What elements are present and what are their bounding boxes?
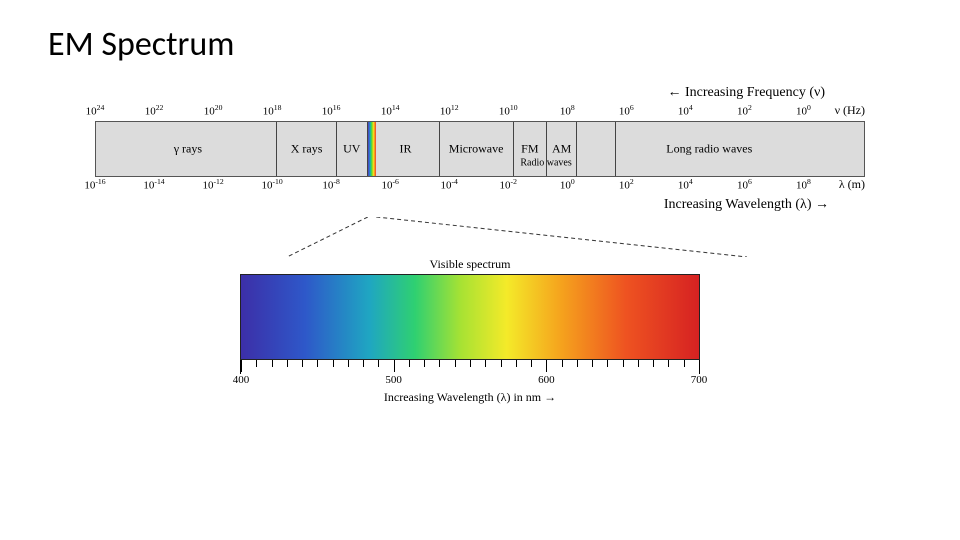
visible-title: Visible spectrum bbox=[240, 257, 700, 272]
vis-tick-minor bbox=[287, 360, 288, 367]
freq-tick: 1016 bbox=[322, 103, 341, 118]
freq-tick: 108 bbox=[560, 103, 575, 118]
wave-tick: 10-12 bbox=[202, 177, 223, 192]
wave-tick: 106 bbox=[737, 177, 752, 192]
vis-tick-minor bbox=[439, 360, 440, 367]
vis-tick-minor bbox=[302, 360, 303, 367]
wave-unit: λ (m) bbox=[839, 177, 865, 192]
visible-wavelength-scale: 400500600700 bbox=[240, 360, 700, 374]
vis-tick-major bbox=[241, 360, 242, 372]
page-title: EM Spectrum bbox=[48, 24, 912, 65]
wave-tick: 10-10 bbox=[261, 177, 282, 192]
vis-tick-major bbox=[394, 360, 395, 372]
radio-waves-sublabel: Radio waves bbox=[504, 157, 589, 168]
vis-tick-minor bbox=[562, 360, 563, 367]
wave-tick: 10-14 bbox=[143, 177, 164, 192]
wave-tick: 10-16 bbox=[84, 177, 105, 192]
freq-tick: 1024 bbox=[86, 103, 105, 118]
vis-tick-label: 500 bbox=[385, 374, 402, 386]
vis-tick-minor bbox=[256, 360, 257, 367]
freq-tick: 1014 bbox=[381, 103, 400, 118]
vis-tick-minor bbox=[272, 360, 273, 367]
vis-tick-minor bbox=[592, 360, 593, 367]
band-region-label: Long radio waves bbox=[616, 142, 803, 157]
wave-tick: 10-6 bbox=[381, 177, 398, 192]
callout-lines bbox=[95, 217, 865, 257]
wave-tick: 10-8 bbox=[322, 177, 339, 192]
wave-arrow-label: Increasing Wavelength (λ) → bbox=[95, 197, 865, 213]
freq-unit: ν (Hz) bbox=[835, 103, 865, 118]
freq-tick: 106 bbox=[619, 103, 634, 118]
visible-sliver bbox=[368, 122, 376, 176]
freq-tick: 1020 bbox=[204, 103, 223, 118]
vis-tick-minor bbox=[684, 360, 685, 367]
vis-tick-minor bbox=[424, 360, 425, 367]
vis-tick-minor bbox=[638, 360, 639, 367]
freq-arrow-label: ← Increasing Frequency (ν) bbox=[95, 85, 865, 101]
vis-tick-minor bbox=[409, 360, 410, 367]
em-spectrum-block: ← Increasing Frequency (ν) ν (Hz) 102410… bbox=[95, 85, 865, 213]
freq-tick: 1018 bbox=[263, 103, 282, 118]
vis-tick-major bbox=[546, 360, 547, 372]
vis-tick-minor bbox=[363, 360, 364, 367]
vis-tick-minor bbox=[607, 360, 608, 367]
vis-tick-label: 600 bbox=[538, 374, 555, 386]
freq-tick: 1022 bbox=[145, 103, 164, 118]
wave-tick: 10-4 bbox=[440, 177, 457, 192]
wave-tick: 10-2 bbox=[500, 177, 517, 192]
vis-tick-minor bbox=[516, 360, 517, 367]
freq-tick: 1012 bbox=[440, 103, 459, 118]
vis-tick-minor bbox=[317, 360, 318, 367]
band-region-label: FM bbox=[513, 142, 546, 157]
vis-tick-minor bbox=[577, 360, 578, 367]
vis-tick-label: 700 bbox=[691, 374, 708, 386]
band-region-label: X rays bbox=[277, 142, 337, 157]
vis-tick-label: 400 bbox=[233, 374, 250, 386]
band-region-label: γ rays bbox=[98, 142, 278, 157]
visible-gradient-bar bbox=[240, 274, 700, 360]
freq-tick: 104 bbox=[678, 103, 693, 118]
band-region-label: UV bbox=[336, 142, 367, 157]
visible-spectrum-block: Visible spectrum 400500600700 Increasing… bbox=[240, 257, 700, 405]
vis-tick-minor bbox=[623, 360, 624, 367]
freq-tick: 1010 bbox=[499, 103, 518, 118]
band-region-label: Microwave bbox=[439, 142, 513, 157]
freq-tick: 102 bbox=[737, 103, 752, 118]
vis-tick-minor bbox=[455, 360, 456, 367]
band-region-label: AM bbox=[546, 142, 576, 157]
wave-tick: 100 bbox=[560, 177, 575, 192]
wavelength-scale: λ (m) 10-1610-1410-1210-1010-810-610-410… bbox=[95, 177, 865, 195]
visible-axis-label: Increasing Wavelength (λ) in nm → bbox=[240, 390, 700, 405]
vis-tick-minor bbox=[333, 360, 334, 367]
vis-tick-minor bbox=[501, 360, 502, 367]
vis-tick-minor bbox=[531, 360, 532, 367]
vis-tick-minor bbox=[378, 360, 379, 367]
wave-tick: 102 bbox=[619, 177, 634, 192]
wave-tick: 108 bbox=[796, 177, 811, 192]
vis-tick-minor bbox=[485, 360, 486, 367]
vis-tick-minor bbox=[348, 360, 349, 367]
vis-tick-major bbox=[699, 360, 700, 372]
spectrum-band-bar: γ raysX raysUV IRMicrowaveFMAM Long radio … bbox=[95, 121, 865, 177]
wave-tick: 104 bbox=[678, 177, 693, 192]
vis-tick-minor bbox=[470, 360, 471, 367]
vis-tick-minor bbox=[668, 360, 669, 367]
band-region-label: IR bbox=[372, 142, 439, 157]
freq-tick: 100 bbox=[796, 103, 811, 118]
vis-tick-minor bbox=[653, 360, 654, 367]
frequency-scale: ν (Hz) 102410221020101810161014101210101… bbox=[95, 103, 865, 121]
